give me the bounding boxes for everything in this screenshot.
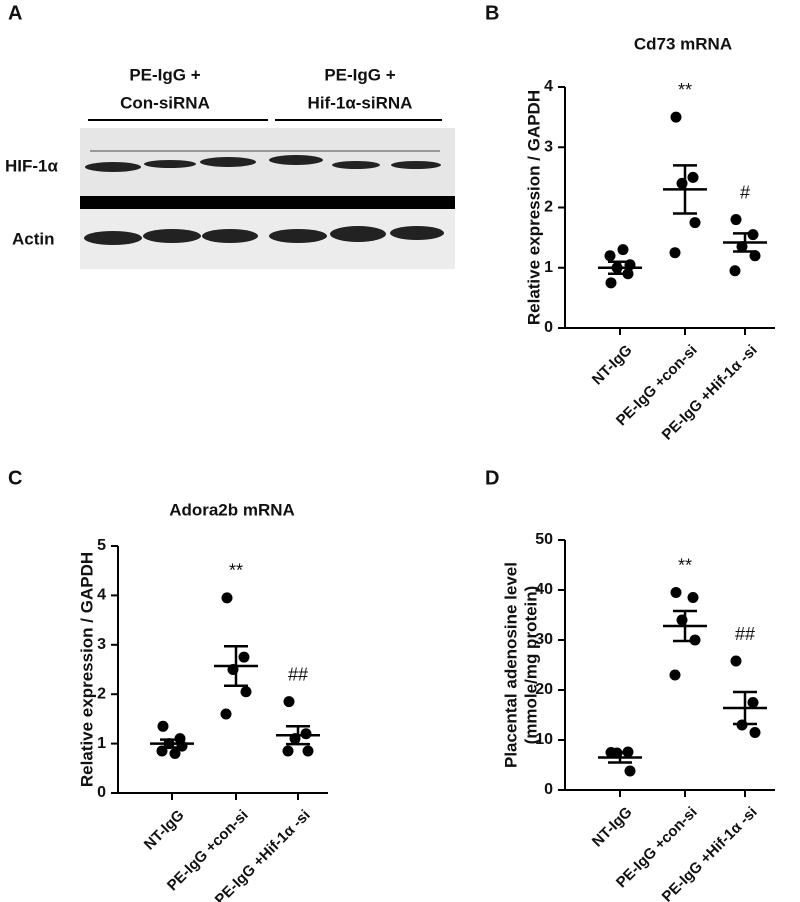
data-point [238,651,250,663]
data-point [302,745,314,757]
significance-label: ## [288,664,308,684]
error-bar [608,260,632,276]
data-point [687,592,699,603]
y-tick-label: 2 [97,685,106,702]
data-point [730,214,742,226]
y-tick-label: 0 [97,784,106,801]
data-point [605,277,617,289]
y-tick-label: 50 [535,531,553,548]
data-point [283,696,295,708]
data-point [604,250,616,262]
data-point [221,592,233,604]
y-tick-label: 20 [535,681,553,698]
error-bar [286,725,310,746]
error-bar [673,164,697,215]
y-tick-label: 10 [535,731,553,748]
significance-label: ## [735,624,755,644]
y-tick-label: 5 [97,537,106,554]
row-label: Actin [12,229,55,248]
group-header: PE-IgG + [129,65,200,84]
row-label: HIF-1α [5,156,59,175]
data-point [730,655,742,667]
y-tick-label: 1 [97,735,106,752]
y-tick-label: 4 [97,587,106,604]
data-point [169,747,181,759]
data-point [617,244,629,256]
y-tick-label: 4 [544,78,553,95]
panel-letter: C [8,467,22,489]
y-axis-label: Relative expression / GAPDH [524,90,543,325]
data-point [749,250,761,262]
data-point [689,217,701,229]
x-tick-label: NT-IgG [141,807,188,854]
data-point [670,111,682,123]
error-bar [733,690,757,726]
y-tick-label: 0 [544,781,553,798]
data-point [670,587,682,598]
group-header: PE-IgG + [324,65,395,84]
panel-letter: B [485,2,499,24]
panel-letter: A [8,2,22,24]
x-tick-label: NT-IgG [589,342,636,389]
data-point [729,265,741,277]
error-bar [224,645,248,688]
data-point [300,728,312,740]
data-point [220,708,232,720]
significance-label: ** [678,80,692,100]
data-point [669,247,681,259]
error-bar [160,738,184,749]
x-tick-label: NT-IgG [589,804,636,851]
error-bar [673,609,697,643]
group-header: Con-siRNA [120,93,210,112]
data-point [669,669,681,681]
y-tick-label: 3 [97,636,106,653]
y-tick-label: 40 [535,581,553,598]
y-tick-label: 3 [544,138,553,155]
y-tick-label: 1 [544,259,553,276]
y-tick-label: 2 [544,199,553,216]
y-axis-label: (mmole/mg protein) [521,586,540,745]
data-point [157,720,169,732]
y-tick-label: 30 [535,631,553,648]
y-tick-label: 0 [544,319,553,336]
data-point [687,171,699,183]
panel-letter: D [485,467,499,489]
data-point [282,745,294,757]
significance-label: # [740,182,750,202]
error-bar [733,232,757,253]
y-axis-label: Placental adenosine level [501,562,520,768]
significance-label: ** [229,561,243,581]
error-bar [608,751,632,764]
y-axis-label: Relative expression / GAPDH [77,552,96,787]
chart-title: Cd73 mRNA [634,34,732,53]
data-point [240,686,252,698]
blot-image [80,128,455,269]
data-point [624,765,636,777]
group-header: Hif-1α-siRNA [308,93,413,112]
data-point [749,727,761,738]
data-point [747,697,759,708]
significance-label: ** [678,555,692,575]
chart-title: Adora2b mRNA [169,500,295,519]
